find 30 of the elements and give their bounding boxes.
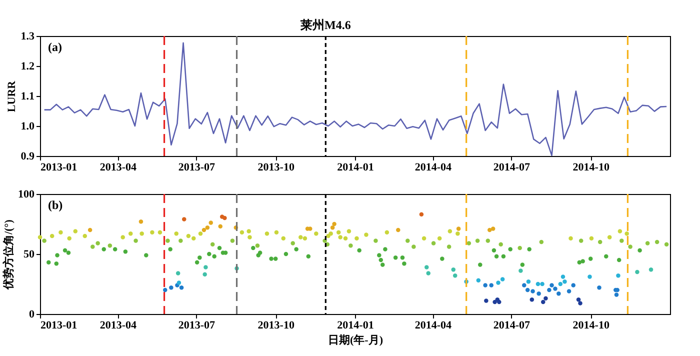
x-tick-label: 2013-04 [100, 162, 137, 174]
y-axis-title: LURR [6, 80, 18, 112]
ref-line-label: 莱州M4.6 [299, 18, 351, 32]
x-tick-label: 2013-07 [178, 162, 216, 174]
x-tick-label: 2014-07 [493, 320, 531, 332]
x-tick-label: 2013-01 [40, 162, 78, 174]
annotation: (a) [48, 40, 62, 54]
y-tick-label: 50 [24, 248, 35, 260]
x-tick-label: 2013-01 [40, 320, 78, 332]
x-tick-label: 2014-04 [414, 162, 452, 174]
x-axis-title: 日期(年-月) [328, 334, 384, 346]
x-tick-label: 2013-07 [178, 320, 216, 332]
y-axis-title: 优势方位角/(°) [2, 219, 15, 290]
x-tick-label: 2013-10 [258, 320, 295, 332]
x-tick-label: 2014-07 [493, 162, 531, 174]
y-tick-label: 100 [18, 188, 35, 200]
x-tick-label: 2014-01 [337, 162, 374, 174]
x-tick-label: 2014-01 [337, 320, 374, 332]
x-tick-label: 2014-10 [572, 320, 610, 332]
x-tick-label: 2013-10 [258, 162, 295, 174]
y-tick-label: 1.2 [20, 60, 35, 72]
y-tick-label: 1.1 [20, 90, 34, 102]
y-tick-label: 0.9 [20, 150, 35, 162]
x-tick-label: 2014-04 [414, 320, 452, 332]
y-tick-label: 1.3 [20, 30, 35, 42]
x-tick-label: 2014-10 [572, 162, 610, 174]
y-tick-label: 1.0 [20, 120, 35, 132]
x-tick-label: 2013-04 [100, 320, 137, 332]
annotation: (b) [48, 198, 63, 212]
y-tick-label: 0 [29, 308, 35, 320]
